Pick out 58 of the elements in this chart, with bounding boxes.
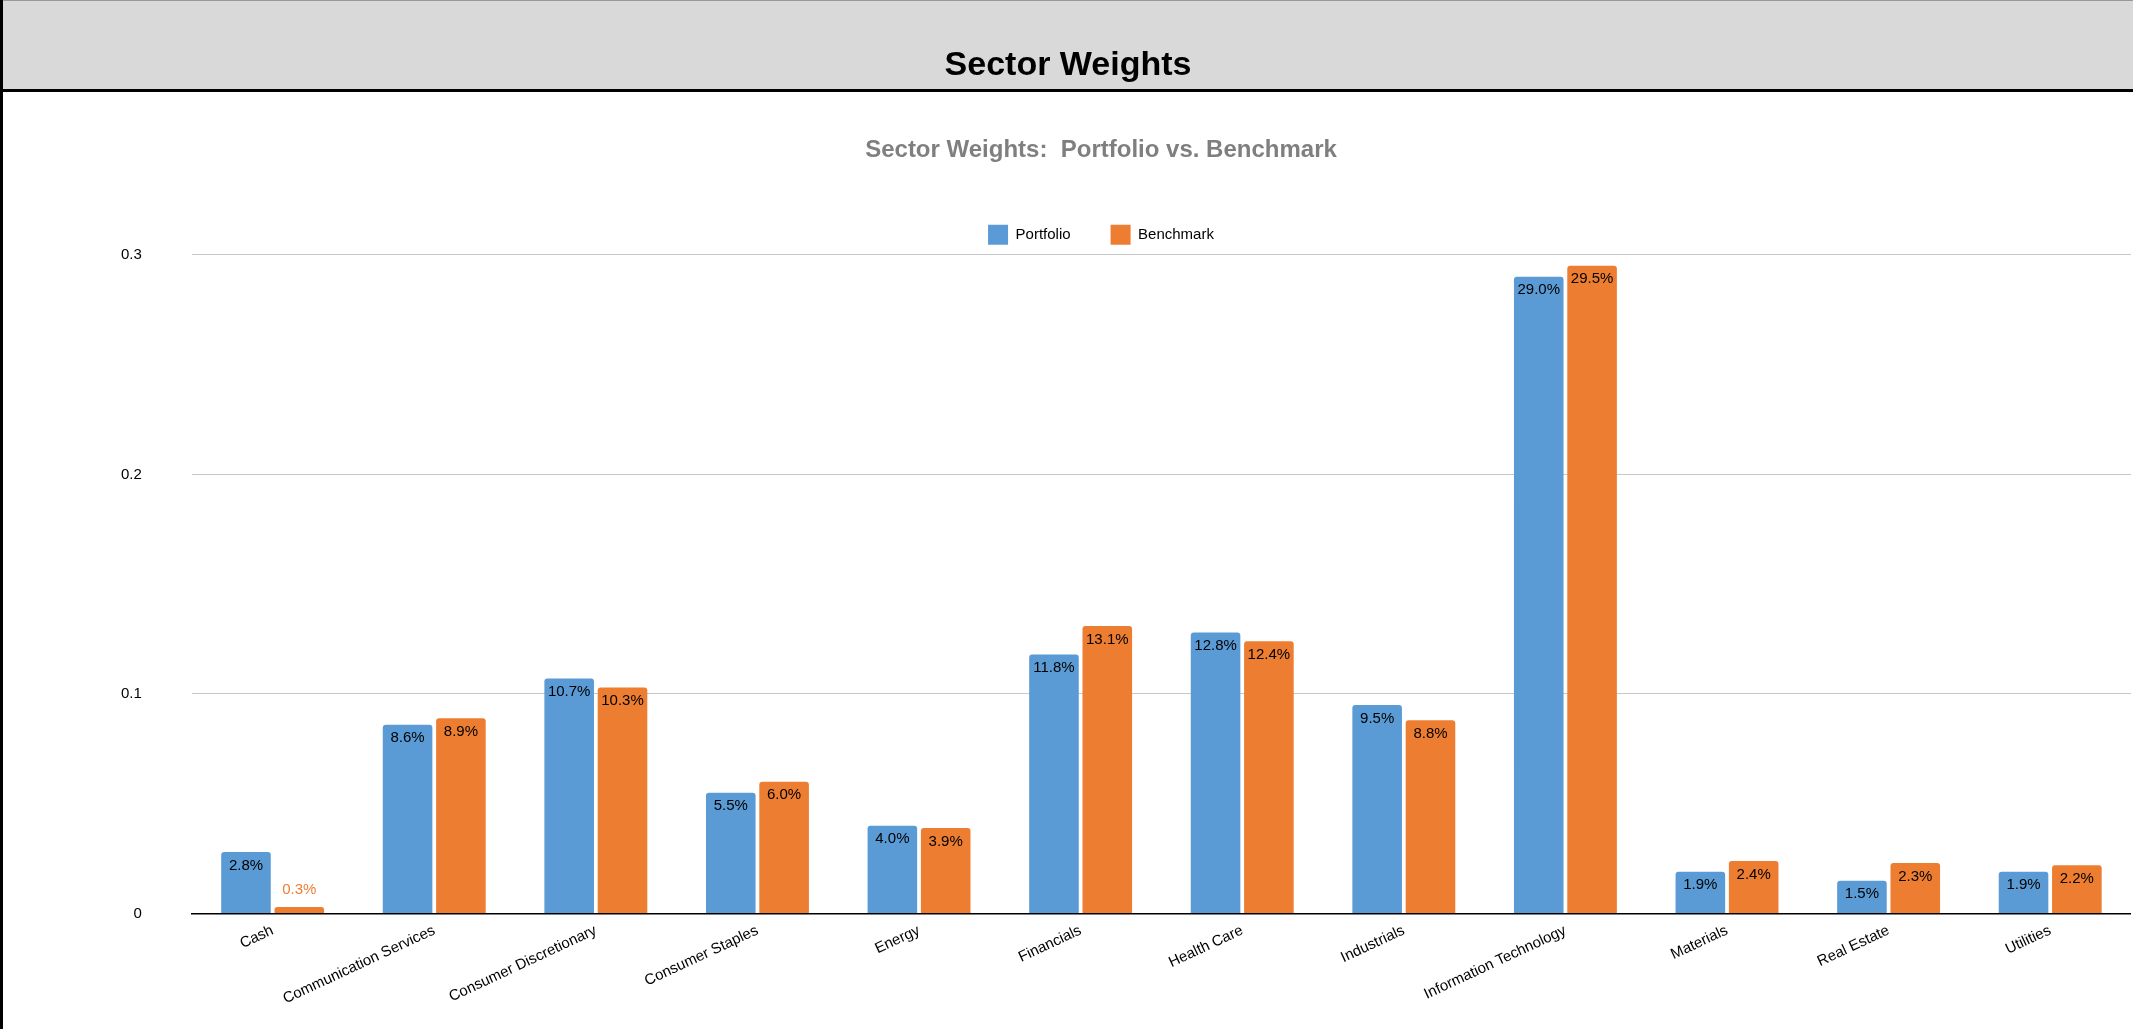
bar [1890, 863, 1941, 914]
y-tick-label: 0.3 [120, 244, 142, 262]
data-label: 8.6% [390, 728, 425, 746]
bar [1567, 265, 1617, 914]
y-tick-label: 0.1 [120, 684, 142, 702]
bar [1998, 871, 2049, 914]
data-label: 1.9% [1683, 875, 1718, 893]
bar [274, 906, 325, 914]
bar [1513, 276, 1564, 914]
bar [1675, 871, 1726, 914]
y-tick-label: 0 [133, 903, 142, 921]
bar [544, 678, 594, 914]
data-label: 12.4% [1247, 644, 1291, 662]
data-label: 12.8% [1194, 636, 1237, 654]
bar [382, 724, 433, 914]
data-label: 3.9% [928, 831, 963, 849]
data-label: 10.7% [547, 682, 591, 700]
data-label: 0.3% [282, 879, 317, 897]
bar [597, 687, 648, 914]
data-label: 1.5% [1844, 884, 1880, 902]
data-label: 11.8% [1033, 658, 1075, 676]
data-label: 8.8% [1413, 723, 1448, 741]
bar [2052, 865, 2102, 914]
data-label: 13.1% [1086, 629, 1129, 647]
bar [1190, 632, 1241, 914]
data-label: 2.3% [1898, 866, 1933, 884]
bar [759, 781, 809, 914]
data-label: 1.9% [2006, 875, 2041, 893]
y-tick-label: 0.2 [120, 464, 142, 482]
bar [867, 825, 918, 914]
chart-title: Sector Weights [3, 0, 2133, 92]
bar [920, 827, 971, 914]
data-label: 2.2% [2059, 868, 2094, 886]
data-label: 6.0% [767, 785, 802, 803]
data-label: 8.9% [443, 721, 479, 739]
data-label: 9.5% [1360, 708, 1395, 726]
data-label: 2.4% [1736, 864, 1771, 882]
data-label: 4.0% [875, 829, 910, 847]
data-label: 10.3% [601, 691, 644, 709]
x-tick-label: Cash [236, 920, 276, 952]
data-label: 29.5% [1570, 269, 1614, 287]
bar [436, 718, 486, 914]
x-tick-label: Real Estate [1814, 920, 1892, 969]
x-tick-label: Health Care [1165, 920, 1246, 971]
legend-label: Portfolio [1015, 224, 1071, 242]
bar [221, 852, 271, 914]
data-label: 2.8% [228, 855, 264, 873]
bar [1405, 720, 1456, 914]
bar [1728, 860, 1779, 914]
data-label: 5.5% [713, 796, 748, 814]
chart-subtitle: Sector Weights: Portfolio vs. Benchmark [865, 135, 1338, 163]
bar [1082, 625, 1133, 914]
bar [1352, 704, 1402, 914]
data-label: 29.0% [1517, 280, 1561, 298]
legend-label: Benchmark [1138, 224, 1215, 242]
bar [1244, 641, 1294, 914]
bar [705, 792, 756, 914]
bar [1029, 654, 1079, 914]
